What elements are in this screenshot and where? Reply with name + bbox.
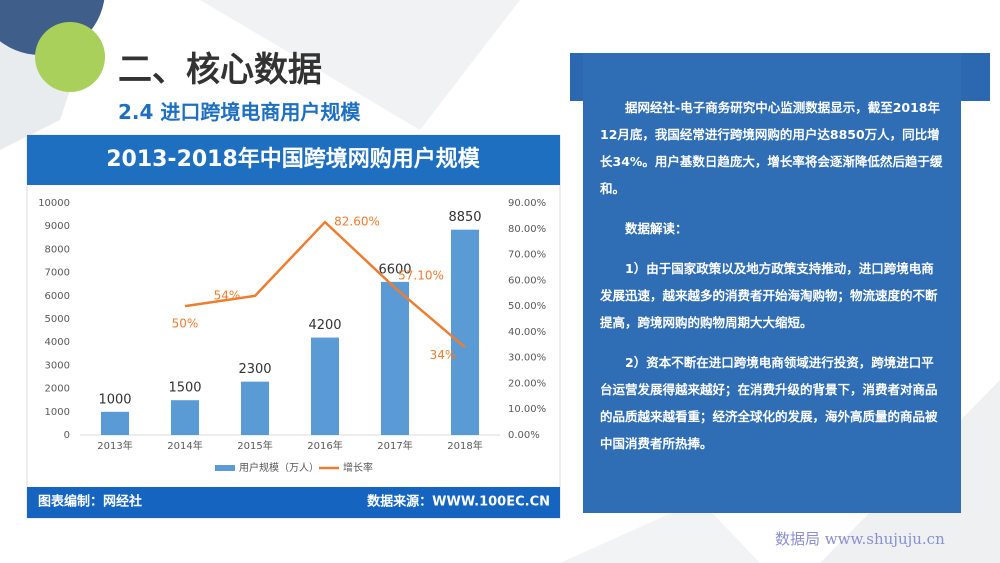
y-tick-label: 9000 [45,221,70,232]
paragraph: 数据解读： [625,221,688,236]
x-tick-label: 2013年 [97,439,132,452]
y2-tick-label: 10.00% [508,404,546,415]
data-label: 1000 [98,392,131,407]
x-tick-label: 2018年 [447,439,482,452]
y-tick-label: 0 [64,430,70,441]
y-tick-label: 1000 [45,407,70,418]
title: 二、核心数据 [118,50,322,90]
x-tick-label: 2017年 [377,439,412,452]
y-tick-label: 2000 [45,384,70,395]
subtitle: 2.4 进口跨境电商用户规模 [118,100,361,124]
data-label: 1500 [168,381,201,396]
x-tick-label: 2015年 [237,439,272,452]
paragraph: 据网经社-电子商务研究中心监测数据显示，截至2018年12月底，我国经常进行跨境… [600,100,943,196]
y-tick-label: 7000 [45,268,70,279]
y-tick-label: 4000 [45,337,70,348]
y2-tick-label: 60.00% [508,275,546,286]
data-label: 50% [172,317,199,331]
bar [381,281,409,435]
y2-tick-label: 30.00% [508,353,546,364]
data-label: 34% [430,348,457,362]
y2-tick-label: 80.00% [508,224,546,235]
bar [101,411,129,435]
data-label: 6600 [378,262,411,277]
y2-tick-label: 50.00% [508,301,546,312]
bar [241,381,269,435]
watermark: 数据局 www.shujuju.cn [775,530,945,548]
y-tick-label: 3000 [45,360,70,371]
data-label: 54% [214,288,241,302]
bar [451,229,479,435]
chart-title-bar [27,135,560,185]
x-tick-label: 2014年 [167,439,202,452]
decor [200,0,520,130]
data-label: 8850 [448,210,481,225]
y2-tick-label: 90.00% [508,198,546,209]
decor [560,500,760,563]
y2-tick-label: 20.00% [508,378,546,389]
legend-label: 增长率 [343,461,373,474]
paragraph: 1）由于国家政策以及地方政策支持推动，进口跨境电商发展迅速，越来越多的消费者开始… [600,261,938,330]
chart-frame [26,134,561,519]
panel-text: 据网经社-电子商务研究中心监测数据显示，截至2018年12月底，我国经常进行跨境… [600,94,945,470]
data-label: 2300 [238,362,271,377]
y2-tick-label: 0.00% [508,430,540,441]
bar [171,400,199,435]
x-tick-label: 2016年 [307,439,342,452]
legend-label: 用户规模（万人） [239,461,319,474]
y2-tick-label: 70.00% [508,250,546,261]
legend-swatch [215,465,235,471]
y-tick-label: 10000 [38,198,70,209]
data-label: 4200 [308,318,341,333]
y-tick-label: 5000 [45,314,70,325]
source: 数据来源：WWW.100EC.CN [367,494,550,510]
y-tick-label: 8000 [45,244,70,255]
bar [311,337,339,435]
line [184,220,466,349]
data-label: 82.60% [334,215,380,229]
decor [35,22,105,92]
y-tick-label: 6000 [45,291,70,302]
footer-bar [27,487,560,518]
y2-tick-label: 40.00% [508,327,546,338]
panel [583,53,961,513]
data-label: 57.10% [398,268,444,282]
chart-title: 2013-2018年中国跨境网购用户规模 [106,146,481,172]
paragraph: 2）资本不断在进口跨境电商领域进行投资，跨境进口平台运营发展得越来越好；在消费升… [600,355,938,451]
credit: 图表编制：网经社 [38,494,142,510]
